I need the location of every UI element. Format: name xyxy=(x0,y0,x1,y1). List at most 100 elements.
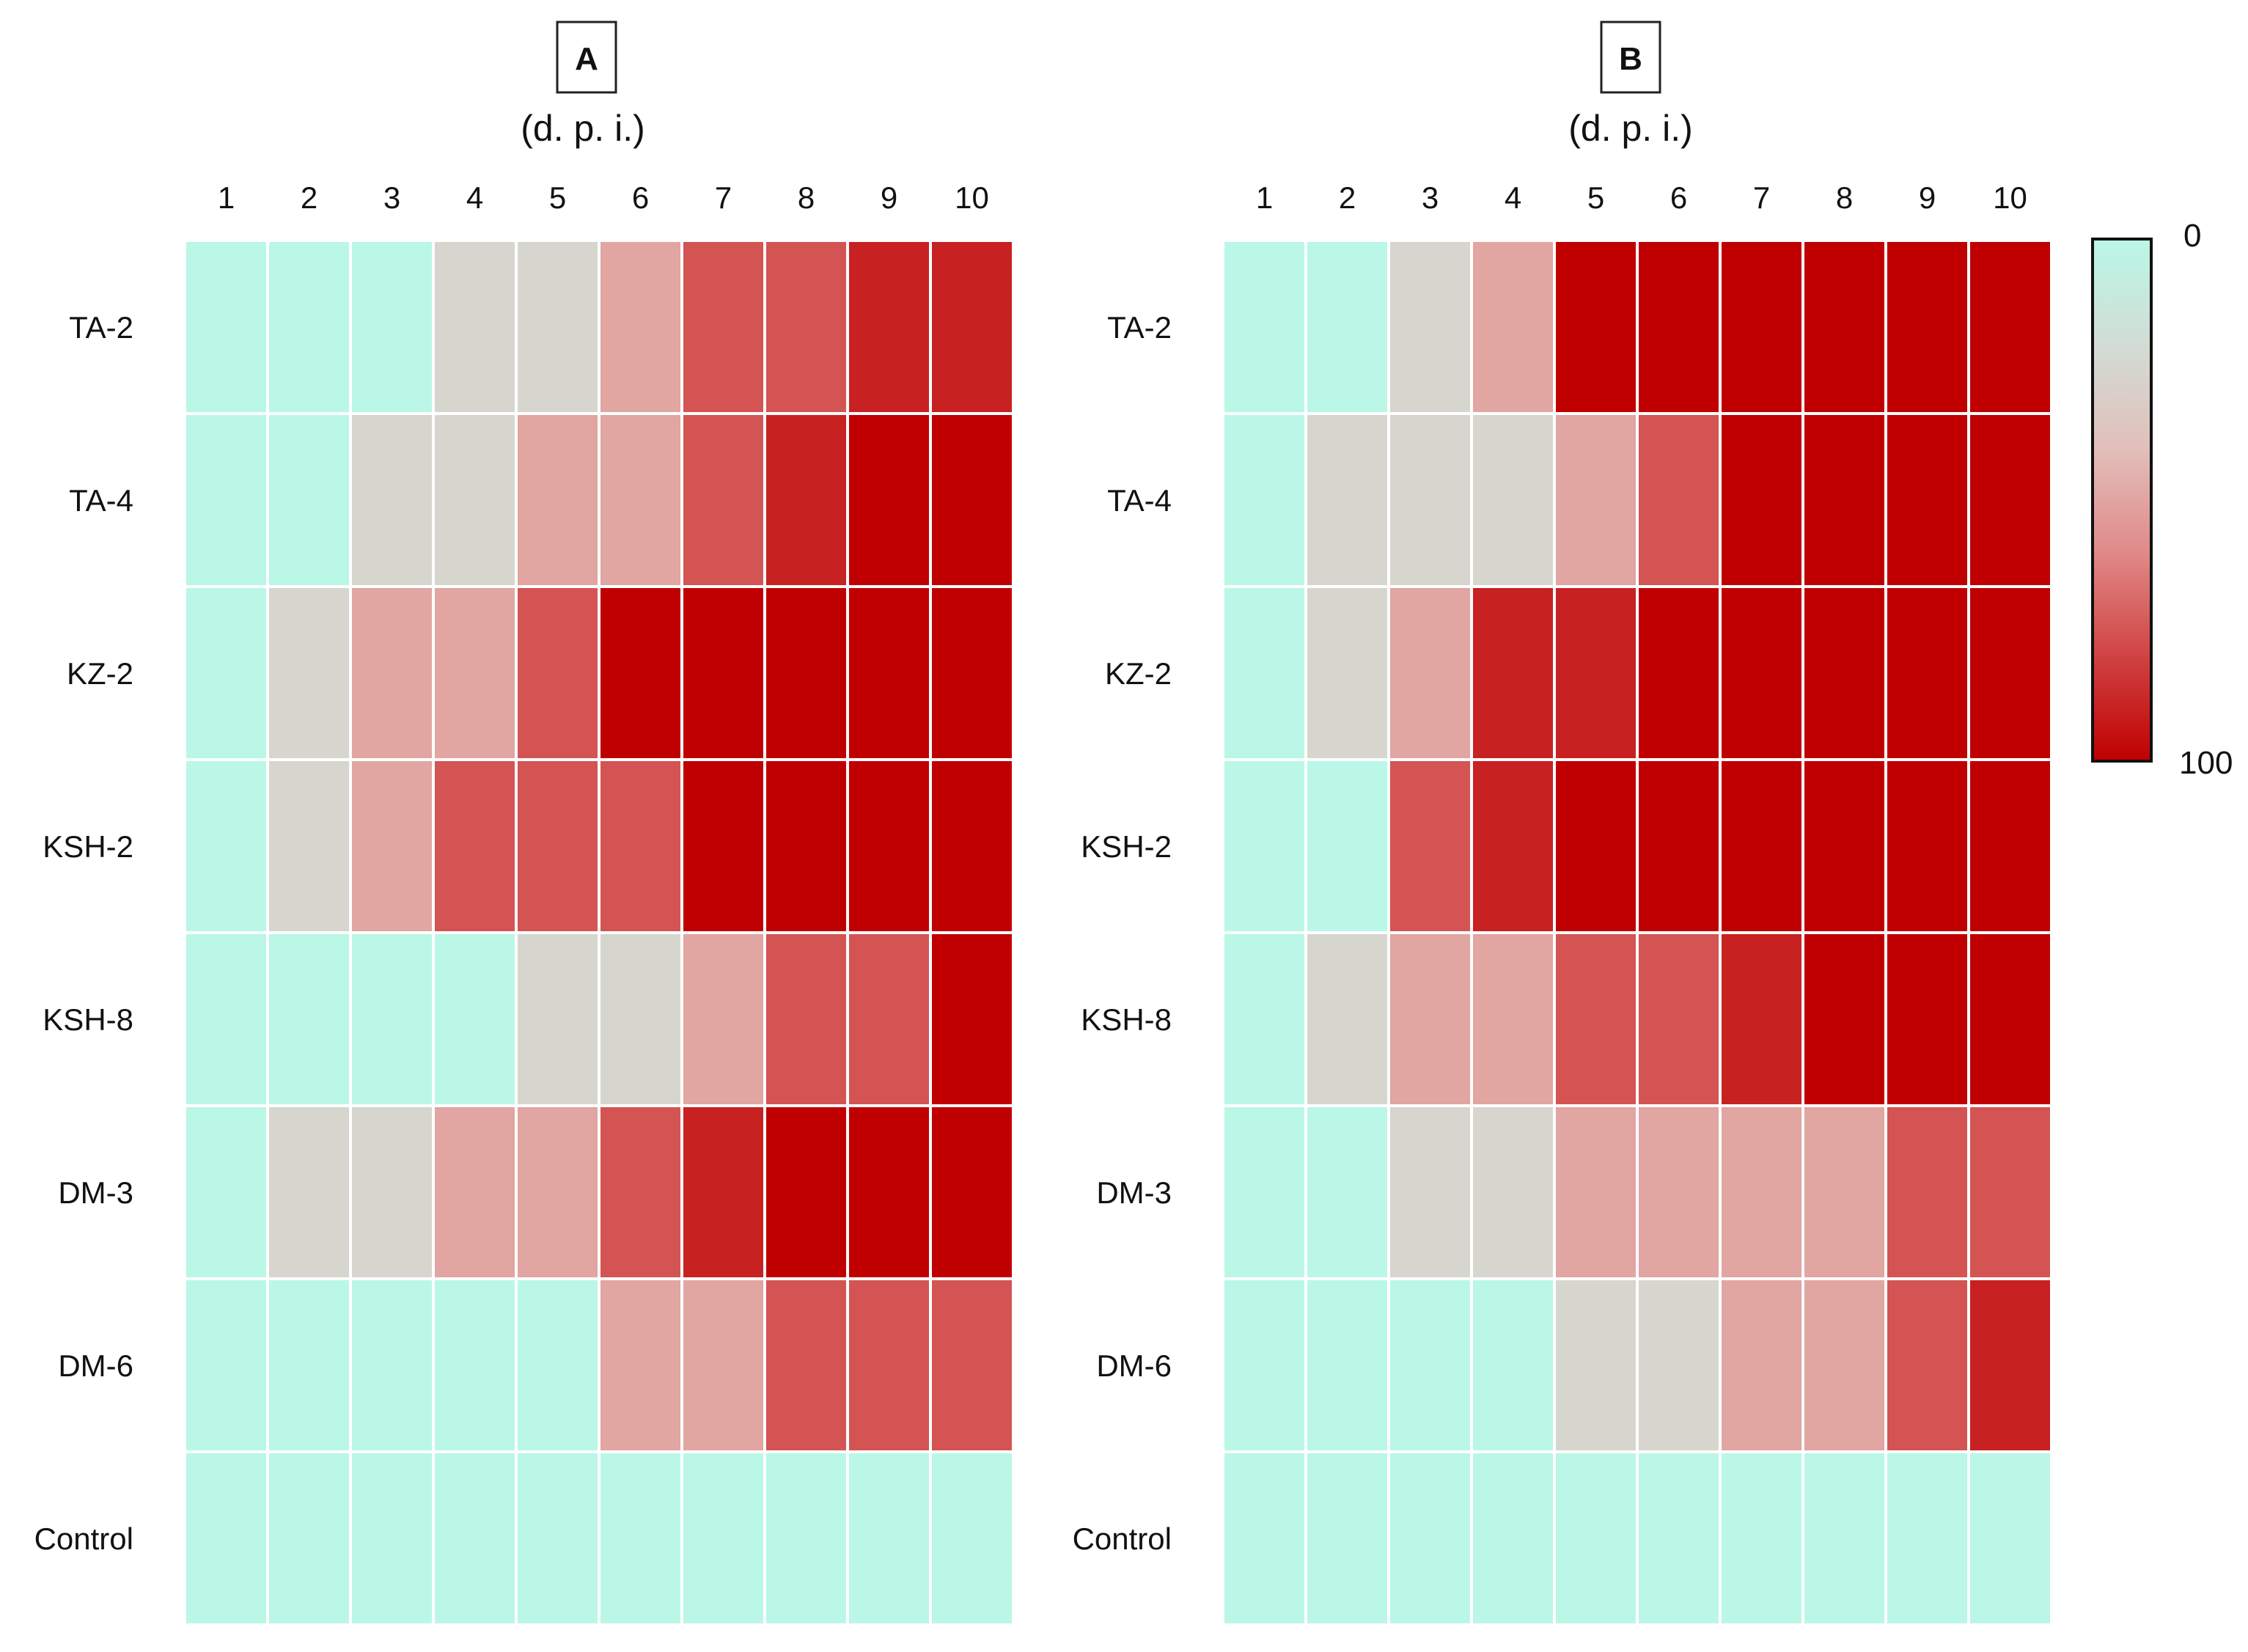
panel-a-cell-kz-2-5 xyxy=(515,585,600,761)
panel-a-cell-dm-6-8 xyxy=(763,1277,849,1453)
panel-b-cell-dm-3-5 xyxy=(1553,1104,1639,1280)
panel-b-column-label-3: 3 xyxy=(1422,180,1439,215)
panel-b-cell-ta-2-1 xyxy=(1222,239,1307,415)
panel-a-cell-ta-2-8 xyxy=(763,239,849,415)
panel-a-cell-ksh-2-3 xyxy=(349,758,435,934)
panel-b-cells xyxy=(1222,239,2053,1626)
panel-b-cell-ksh-8-1 xyxy=(1222,931,1307,1107)
panel-b-cell-ta-2-6 xyxy=(1636,239,1722,415)
panel-b-cell-ta-4-5 xyxy=(1553,412,1639,588)
panel-a-cells xyxy=(183,239,1015,1626)
panel-a-row-label-ta-4: TA-4 xyxy=(69,483,133,518)
panel-a-cell-ksh-2-7 xyxy=(680,758,766,934)
panel-b-cell-dm-6-8 xyxy=(1801,1277,1887,1453)
panel-a-column-label-3: 3 xyxy=(383,180,400,215)
panel-a-label: A xyxy=(575,41,598,77)
panel-a-cell-ksh-8-9 xyxy=(846,931,932,1107)
panel-b-cell-kz-2-5 xyxy=(1553,585,1639,761)
panel-b-cell-kz-2-9 xyxy=(1884,585,1970,761)
panel-b-column-label-6: 6 xyxy=(1670,180,1687,215)
panel-a-cell-ta-4-9 xyxy=(846,412,932,588)
panel-b-cell-kz-2-8 xyxy=(1801,585,1887,761)
panel-a-cell-control-3 xyxy=(349,1450,435,1626)
panel-a-cell-kz-2-3 xyxy=(349,585,435,761)
panel-a-cell-ksh-8-10 xyxy=(929,931,1015,1107)
panel-b-column-label-10: 10 xyxy=(1993,180,2027,215)
panel-b-label: B xyxy=(1619,41,1642,77)
panel-a-cell-ksh-2-10 xyxy=(929,758,1015,934)
panel-b-cell-control-8 xyxy=(1801,1450,1887,1626)
panel-b-cell-ta-2-4 xyxy=(1470,239,1556,415)
panel-a-column-label-9: 9 xyxy=(881,180,897,215)
panel-a-cell-ta-4-5 xyxy=(515,412,600,588)
panel-a-cell-ta-4-7 xyxy=(680,412,766,588)
panel-b-cell-ksh-2-9 xyxy=(1884,758,1970,934)
panel-a-cell-ta-2-10 xyxy=(929,239,1015,415)
panel-a-cell-control-7 xyxy=(680,1450,766,1626)
panel-a-cell-dm-3-2 xyxy=(266,1104,352,1280)
panel-a-cell-ta-4-6 xyxy=(598,412,683,588)
panel-b-cell-ksh-2-1 xyxy=(1222,758,1307,934)
panel-b-column-label-4: 4 xyxy=(1505,180,1521,215)
panel-b-cell-ta-4-2 xyxy=(1304,412,1390,588)
panel-b-column-label-9: 9 xyxy=(1919,180,1936,215)
panel-b-cell-dm-6-3 xyxy=(1387,1277,1473,1453)
panel-b-cell-ta-2-10 xyxy=(1967,239,2053,415)
panel-a-cell-control-6 xyxy=(598,1450,683,1626)
colorbar-gradient xyxy=(2091,238,2153,763)
panel-a-cell-ksh-8-8 xyxy=(763,931,849,1107)
panel-a-cell-dm-3-10 xyxy=(929,1104,1015,1280)
panel-b-cell-control-7 xyxy=(1719,1450,1804,1626)
panel-b-cell-ta-2-7 xyxy=(1719,239,1804,415)
panel-b-cell-ksh-8-2 xyxy=(1304,931,1390,1107)
panel-a-cell-kz-2-4 xyxy=(432,585,518,761)
panel-a-cell-ta-2-3 xyxy=(349,239,435,415)
panel-a-cell-ksh-2-9 xyxy=(846,758,932,934)
panel-a-row-label-dm-3: DM-3 xyxy=(58,1175,133,1210)
panel-a-column-label-5: 5 xyxy=(549,180,566,215)
panel-a-cell-ta-4-4 xyxy=(432,412,518,588)
panel-a-row-label-ksh-8: KSH-8 xyxy=(43,1002,133,1037)
panel-b-row-label-ta-4: TA-4 xyxy=(1107,483,1172,518)
panel-b-row-label-ksh-8: KSH-8 xyxy=(1081,1002,1172,1037)
panel-a-label-box xyxy=(556,21,617,94)
panel-a-cell-control-1 xyxy=(183,1450,269,1626)
panel-b-cell-control-6 xyxy=(1636,1450,1722,1626)
panel-a-column-label-6: 6 xyxy=(632,180,649,215)
panel-b-cell-ksh-2-6 xyxy=(1636,758,1722,934)
panel-a-row-label-control: Control xyxy=(34,1521,133,1556)
panel-a-row-label-kz-2: KZ-2 xyxy=(67,656,133,691)
panel-b-column-label-7: 7 xyxy=(1753,180,1770,215)
panel-a-cell-ta-2-9 xyxy=(846,239,932,415)
panel-a: A (d. p. i.) 1 2 3 4 5 6 7 8 9 10 TA-2 TA-4 KZ-2 KSH… xyxy=(34,21,1015,1626)
panel-a-cell-ksh-2-5 xyxy=(515,758,600,934)
panel-b-cell-ta-4-1 xyxy=(1222,412,1307,588)
panel-b-cell-ksh-8-8 xyxy=(1801,931,1887,1107)
panel-b-axis-title: (d. p. i.) xyxy=(1568,108,1692,149)
panel-a-cell-ksh-8-6 xyxy=(598,931,683,1107)
panel-a-cell-dm-3-7 xyxy=(680,1104,766,1280)
panel-b-column-label-1: 1 xyxy=(1256,180,1273,215)
panel-a-column-labels: 1 2 3 4 5 6 7 8 9 10 xyxy=(218,180,989,215)
panel-b-cell-kz-2-10 xyxy=(1967,585,2053,761)
panel-b-cell-control-5 xyxy=(1553,1450,1639,1626)
panel-a-cell-ksh-8-4 xyxy=(432,931,518,1107)
panel-a-cell-dm-3-4 xyxy=(432,1104,518,1280)
panel-b-cell-kz-2-7 xyxy=(1719,585,1804,761)
panel-a-column-label-2: 2 xyxy=(301,180,317,215)
panel-b-cell-dm-3-8 xyxy=(1801,1104,1887,1280)
panel-a-column-label-10: 10 xyxy=(955,180,989,215)
panel-b: B (d. p. i.) 1 2 3 4 5 6 7 8 9 10 TA-2 TA-4 KZ-2 KSH… xyxy=(1073,21,2053,1626)
panel-b-cell-dm-3-3 xyxy=(1387,1104,1473,1280)
panel-a-cell-control-2 xyxy=(266,1450,352,1626)
panel-b-cell-dm-3-9 xyxy=(1884,1104,1970,1280)
panel-a-cell-control-4 xyxy=(432,1450,518,1626)
panel-b-cell-control-4 xyxy=(1470,1450,1556,1626)
panel-b-cell-ta-4-3 xyxy=(1387,412,1473,588)
panel-b-cell-ta-4-10 xyxy=(1967,412,2053,588)
panel-b-cell-ksh-8-9 xyxy=(1884,931,1970,1107)
panel-a-column-label-8: 8 xyxy=(798,180,815,215)
panel-a-cell-dm-3-6 xyxy=(598,1104,683,1280)
panel-a-cell-ksh-8-7 xyxy=(680,931,766,1107)
